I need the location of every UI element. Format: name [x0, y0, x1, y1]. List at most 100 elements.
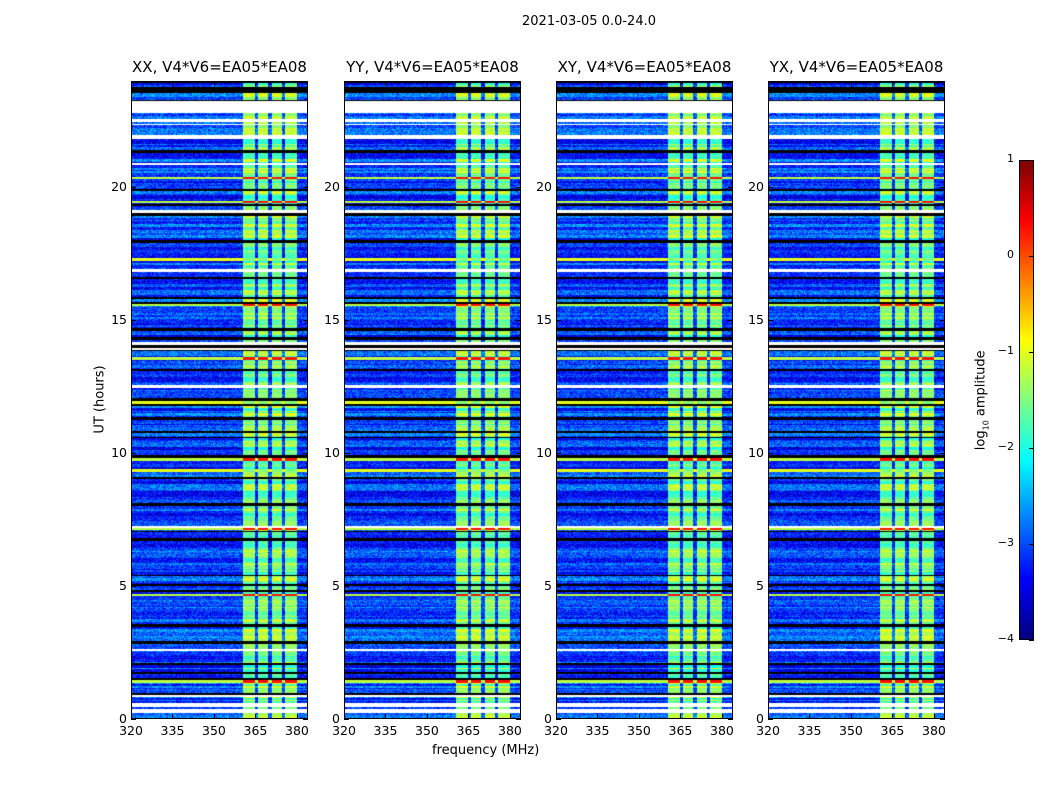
- y-tick-mark: [940, 719, 945, 720]
- colorbar-tick-mark: [1029, 544, 1034, 545]
- y-tick-mark: [728, 453, 733, 455]
- x-tick-label: 320: [756, 723, 780, 738]
- x-tick-mark: [468, 81, 470, 86]
- x-tick-mark: [172, 81, 174, 86]
- y-tick-mark: [344, 320, 349, 322]
- x-tick-mark: [850, 81, 852, 86]
- x-tick-mark: [933, 81, 935, 86]
- y-tick-mark: [556, 586, 561, 588]
- y-tick-mark: [768, 719, 773, 720]
- y-tick-label: 20: [748, 179, 764, 195]
- y-tick-mark: [728, 320, 733, 322]
- y-tick-label: 0: [332, 711, 340, 726]
- x-tick-mark: [255, 81, 257, 86]
- panel-title: YY, V4*V6=EA05*EA08: [346, 58, 519, 76]
- waterfall-image: [557, 82, 732, 718]
- y-tick-mark: [131, 453, 136, 455]
- x-tick-mark: [768, 81, 769, 86]
- y-tick-mark: [940, 320, 945, 322]
- y-tick-mark: [556, 320, 561, 322]
- y-tick-mark: [344, 187, 349, 189]
- x-tick-mark: [296, 81, 298, 86]
- x-tick-mark: [892, 714, 894, 719]
- x-tick-mark: [468, 714, 470, 719]
- y-tick-mark: [516, 187, 521, 189]
- y-tick-label: 10: [748, 445, 764, 461]
- x-tick-label: 350: [415, 723, 439, 738]
- x-tick-mark: [213, 714, 215, 719]
- x-tick-mark: [597, 714, 599, 719]
- waterfall-panel-3: [556, 81, 733, 719]
- waterfall-image: [769, 82, 944, 718]
- y-tick-mark: [131, 719, 136, 720]
- x-tick-label: 320: [119, 723, 143, 738]
- y-tick-mark: [131, 586, 136, 588]
- y-tick-mark: [516, 453, 521, 455]
- x-tick-label: 335: [373, 723, 398, 738]
- waterfall-panel-2: [344, 81, 521, 719]
- y-tick-mark: [940, 453, 945, 455]
- colorbar-tick-mark: [1029, 256, 1034, 257]
- x-tick-mark: [721, 714, 723, 719]
- y-tick-mark: [344, 719, 349, 720]
- x-tick-label: 350: [202, 723, 226, 738]
- x-tick-mark: [768, 714, 769, 719]
- x-tick-label: 335: [585, 723, 610, 738]
- y-tick-label: 0: [756, 711, 764, 726]
- y-tick-label: 0: [544, 711, 552, 726]
- x-tick-mark: [385, 714, 387, 719]
- x-tick-mark: [597, 81, 599, 86]
- y-tick-mark: [516, 719, 521, 720]
- figure-title: 2021-03-05 0.0-24.0: [522, 14, 656, 29]
- y-tick-label: 15: [111, 312, 127, 328]
- y-tick-label: 0: [119, 711, 127, 726]
- x-tick-mark: [892, 81, 894, 86]
- x-tick-mark: [638, 81, 640, 86]
- x-tick-mark: [426, 714, 428, 719]
- colorbar-tick-mark: [1029, 352, 1034, 353]
- x-tick-label: 380: [498, 723, 522, 738]
- y-tick-label: 20: [536, 179, 552, 195]
- x-tick-mark: [255, 714, 257, 719]
- panel-title: XX, V4*V6=EA05*EA08: [132, 58, 307, 76]
- x-axis-label: frequency (MHz): [432, 743, 540, 758]
- x-tick-mark: [850, 714, 852, 719]
- y-tick-mark: [556, 453, 561, 455]
- colorbar-tick-label: 1: [1007, 152, 1014, 165]
- x-tick-label: 335: [797, 723, 822, 738]
- x-tick-label: 365: [243, 723, 268, 738]
- y-tick-mark: [303, 719, 308, 720]
- colorbar-tick-label: −1: [997, 344, 1014, 357]
- colorbar: [1019, 160, 1034, 640]
- x-tick-label: 380: [922, 723, 946, 738]
- x-tick-mark: [509, 714, 511, 719]
- waterfall-panel-4: [768, 81, 945, 719]
- x-tick-mark: [638, 714, 640, 719]
- x-tick-mark: [809, 81, 811, 86]
- y-tick-mark: [303, 453, 308, 455]
- x-tick-mark: [556, 81, 557, 86]
- waterfall-panel-1: [131, 81, 308, 719]
- x-tick-label: 365: [668, 723, 693, 738]
- y-tick-label: 5: [544, 578, 552, 594]
- y-tick-mark: [516, 320, 521, 322]
- y-tick-mark: [131, 187, 136, 189]
- colorbar-tick-label: −2: [997, 440, 1014, 453]
- y-tick-label: 15: [536, 312, 552, 328]
- y-tick-label: 15: [748, 312, 764, 328]
- x-tick-mark: [213, 81, 215, 86]
- x-tick-label: 320: [544, 723, 568, 738]
- y-tick-mark: [131, 320, 136, 322]
- y-tick-label: 15: [324, 312, 340, 328]
- x-tick-mark: [344, 81, 345, 86]
- x-tick-mark: [426, 81, 428, 86]
- x-tick-label: 365: [880, 723, 905, 738]
- x-tick-mark: [509, 81, 511, 86]
- x-tick-mark: [131, 714, 132, 719]
- x-tick-mark: [721, 81, 723, 86]
- y-tick-mark: [344, 586, 349, 588]
- x-tick-mark: [680, 81, 682, 86]
- y-tick-mark: [344, 453, 349, 455]
- y-tick-label: 5: [119, 578, 127, 594]
